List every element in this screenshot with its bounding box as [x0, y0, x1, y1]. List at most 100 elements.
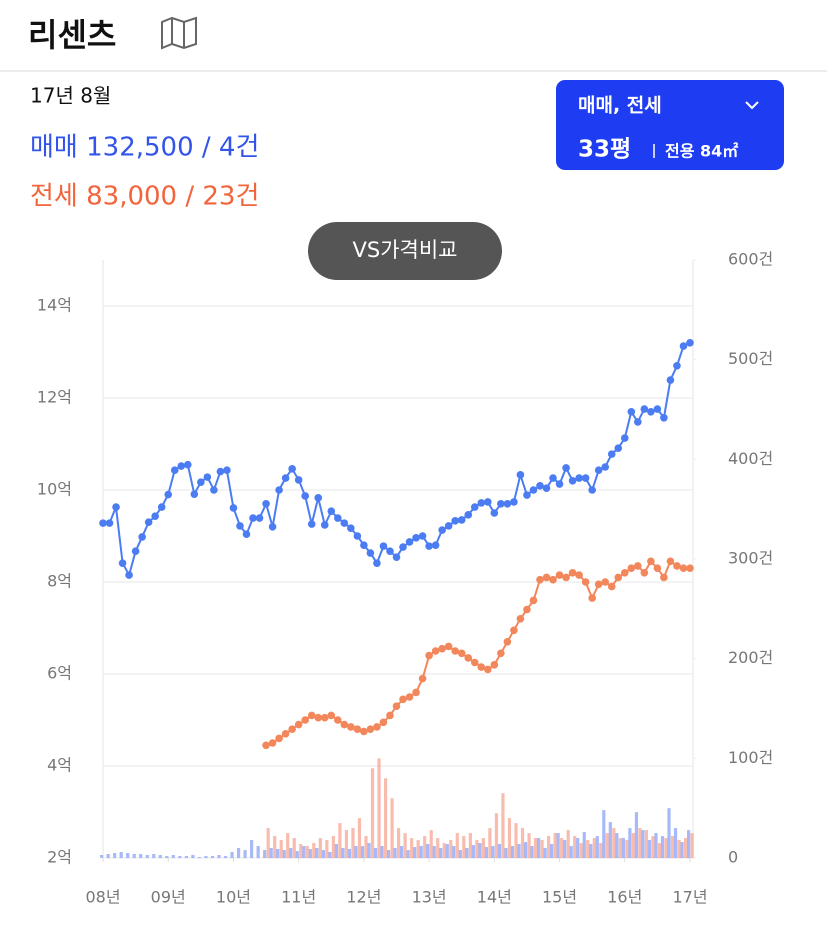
price-dot: [288, 725, 296, 733]
map-icon[interactable]: [161, 16, 197, 50]
volume-bar: [279, 840, 283, 858]
y-tick-label: 2억: [47, 848, 72, 867]
volume-bar: [315, 848, 319, 858]
filter-type: 매매, 전세: [578, 95, 662, 117]
volume-bar: [426, 844, 430, 858]
volume-bar: [152, 854, 156, 858]
volume-bar: [210, 856, 215, 858]
price-dot: [405, 538, 414, 546]
price-dot: [340, 519, 349, 527]
x-tick-label: 17년: [672, 888, 707, 907]
compare-button[interactable]: VS가격비교: [308, 222, 502, 280]
y-tick-label: 8억: [47, 572, 72, 591]
volume-bar: [204, 856, 208, 858]
price-dot: [281, 730, 290, 738]
price-dot: [203, 473, 212, 481]
volume-bar: [436, 838, 440, 858]
price-dot: [536, 482, 544, 490]
volume-bar: [673, 828, 678, 858]
price-dot: [555, 480, 564, 488]
volume-bar: [563, 840, 567, 858]
volume-bar: [442, 843, 446, 858]
price-dot: [242, 530, 251, 538]
volume-bar: [631, 833, 635, 858]
price-dot: [497, 500, 505, 508]
price-dot: [666, 557, 675, 566]
price-dot: [634, 418, 642, 426]
volume-bar: [468, 833, 472, 858]
filter-dropdown[interactable]: 매매, 전세 33평 전용 84㎡: [556, 80, 784, 170]
volume-bar: [331, 836, 335, 858]
price-dot: [444, 642, 453, 651]
volume-bar: [380, 846, 384, 858]
price-dot: [647, 557, 655, 566]
summary-date: 17년 8월: [30, 84, 111, 108]
price-dot: [379, 542, 388, 550]
price-dot: [490, 661, 499, 669]
volume-bar: [455, 833, 459, 858]
price-dot: [549, 474, 557, 482]
price-dot: [236, 522, 244, 530]
volume-bar: [171, 855, 175, 858]
price-dot: [555, 571, 564, 579]
volume-bar: [416, 840, 420, 858]
y2-tick-label: 100건: [728, 748, 773, 767]
volume-bar: [357, 818, 362, 858]
volume-bar: [615, 833, 619, 858]
volume-bar: [654, 833, 658, 858]
price-dot: [294, 476, 303, 484]
volume-bar: [657, 843, 662, 858]
volume-bar: [497, 844, 502, 858]
volume-bar: [132, 854, 136, 858]
price-dot: [320, 713, 329, 722]
volume-bar: [667, 808, 671, 858]
price-dot: [575, 571, 583, 579]
volume-bar: [484, 847, 489, 858]
volume-bar: [449, 840, 453, 858]
volume-bar: [347, 849, 352, 858]
volume-bar: [373, 848, 378, 858]
volume-bar: [197, 857, 202, 858]
volume-bar: [223, 856, 228, 858]
volume-bar: [370, 768, 375, 858]
price-dot: [366, 549, 375, 557]
x-tick-label: 13년: [412, 888, 447, 907]
price-dot: [210, 486, 218, 494]
price-dot: [594, 466, 603, 475]
chevron: [745, 101, 759, 110]
volume-bar: [553, 833, 557, 858]
volume-bar: [586, 840, 590, 858]
price-dot: [268, 523, 277, 531]
price-dot: [438, 644, 446, 653]
volume-bar: [243, 850, 247, 858]
price-dot: [581, 474, 590, 482]
volume-bar: [445, 844, 449, 858]
price-dot: [353, 532, 362, 540]
price-dot: [307, 520, 316, 528]
volume-bar: [638, 828, 642, 858]
price-dot: [607, 582, 616, 591]
volume-bar: [256, 846, 260, 858]
price-dot: [601, 463, 610, 471]
volume-bar: [184, 856, 188, 858]
volume-bar: [543, 848, 547, 858]
price-dot: [418, 674, 427, 683]
price-dot: [542, 573, 551, 582]
price-dot: [640, 569, 649, 577]
price-dot: [457, 516, 466, 524]
price-dot: [464, 511, 473, 519]
volume-bar: [514, 823, 518, 858]
price-dot: [575, 474, 583, 482]
volume-bar: [569, 846, 573, 858]
price-dot: [399, 543, 407, 551]
volume-bar: [592, 838, 596, 858]
volume-bar: [413, 847, 417, 858]
volume-bar: [145, 855, 149, 858]
volume-bar: [501, 793, 505, 858]
price-dot: [412, 688, 420, 697]
volume-bar: [664, 838, 668, 858]
price-dot: [477, 663, 486, 671]
price-dot: [314, 713, 323, 722]
price-dot: [425, 542, 433, 550]
price-dot: [347, 723, 355, 731]
